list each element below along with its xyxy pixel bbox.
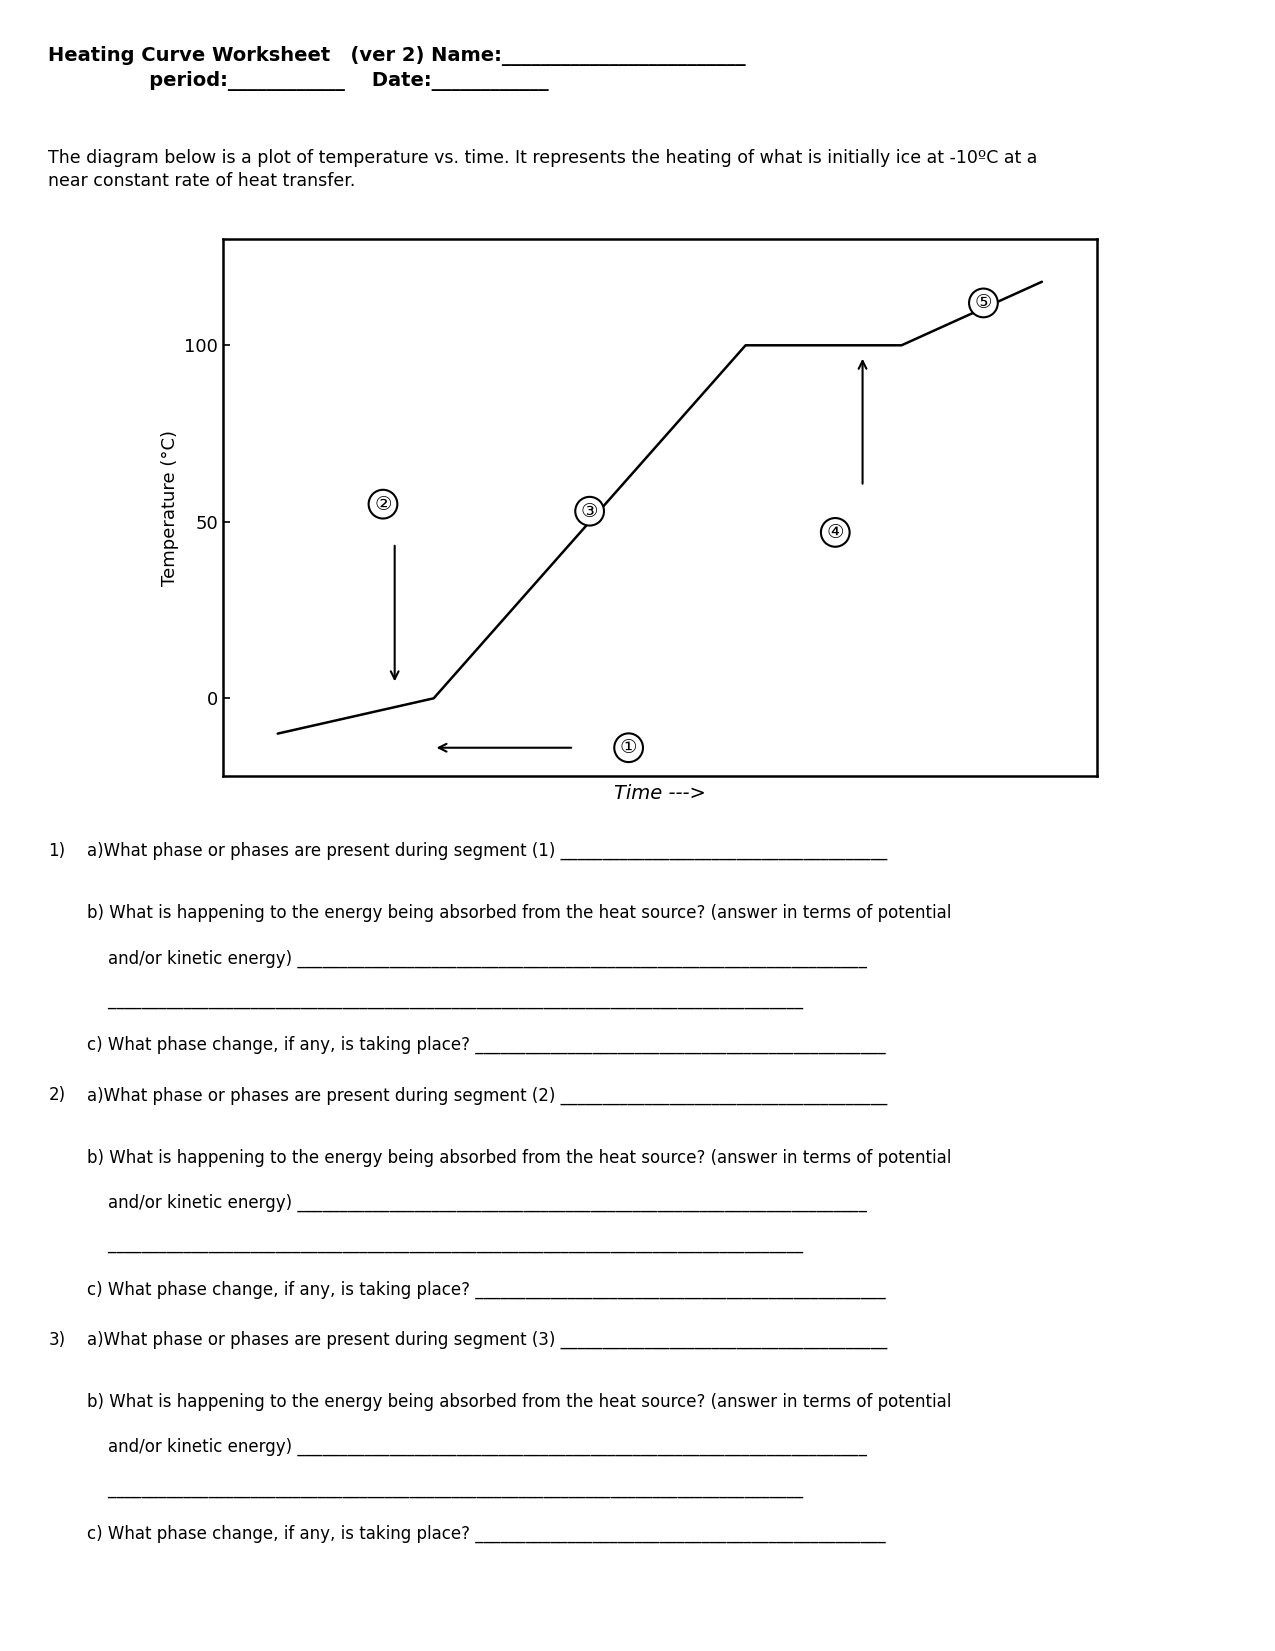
Text: a)What phase or phases are present during segment (1) __________________________: a)What phase or phases are present durin… xyxy=(87,842,887,860)
Text: ________________________________________________________________________________: ________________________________________… xyxy=(87,1479,803,1497)
Text: a)What phase or phases are present during segment (3) __________________________: a)What phase or phases are present durin… xyxy=(87,1331,887,1349)
Text: b) What is happening to the energy being absorbed from the heat source? (answer : b) What is happening to the energy being… xyxy=(87,1149,951,1167)
Text: c) What phase change, if any, is taking place? _________________________________: c) What phase change, if any, is taking … xyxy=(87,1281,885,1299)
Text: ⑤: ⑤ xyxy=(974,294,992,312)
X-axis label: Time --->: Time ---> xyxy=(613,784,706,804)
Text: 3): 3) xyxy=(48,1331,65,1349)
Text: ________________________________________________________________________________: ________________________________________… xyxy=(87,1235,803,1253)
Text: The diagram below is a plot of temperature vs. time. It represents the heating o: The diagram below is a plot of temperatu… xyxy=(48,149,1038,167)
Text: Heating Curve Worksheet   (ver 2) Name:_________________________: Heating Curve Worksheet (ver 2) Name:___… xyxy=(48,46,746,66)
Text: b) What is happening to the energy being absorbed from the heat source? (answer : b) What is happening to the energy being… xyxy=(87,1393,951,1412)
Text: and/or kinetic energy) _________________________________________________________: and/or kinetic energy) _________________… xyxy=(87,1438,867,1456)
Text: ③: ③ xyxy=(581,502,598,520)
Text: ②: ② xyxy=(375,495,391,513)
Y-axis label: Temperature (°C): Temperature (°C) xyxy=(161,429,179,586)
Text: 2): 2) xyxy=(48,1086,65,1105)
Text: a)What phase or phases are present during segment (2) __________________________: a)What phase or phases are present durin… xyxy=(87,1086,887,1105)
Text: c) What phase change, if any, is taking place? _________________________________: c) What phase change, if any, is taking … xyxy=(87,1037,885,1055)
Text: b) What is happening to the energy being absorbed from the heat source? (answer : b) What is happening to the energy being… xyxy=(87,905,951,923)
Text: ________________________________________________________________________________: ________________________________________… xyxy=(87,991,803,1009)
Text: and/or kinetic energy) _________________________________________________________: and/or kinetic energy) _________________… xyxy=(87,1194,867,1212)
Text: 1): 1) xyxy=(48,842,65,860)
Text: and/or kinetic energy) _________________________________________________________: and/or kinetic energy) _________________… xyxy=(87,949,867,967)
Text: ④: ④ xyxy=(826,523,844,542)
Text: c) What phase change, if any, is taking place? _________________________________: c) What phase change, if any, is taking … xyxy=(87,1526,885,1544)
Text: ①: ① xyxy=(620,738,638,758)
Text: period:____________    Date:____________: period:____________ Date:____________ xyxy=(48,71,550,91)
Text: near constant rate of heat transfer.: near constant rate of heat transfer. xyxy=(48,172,356,190)
